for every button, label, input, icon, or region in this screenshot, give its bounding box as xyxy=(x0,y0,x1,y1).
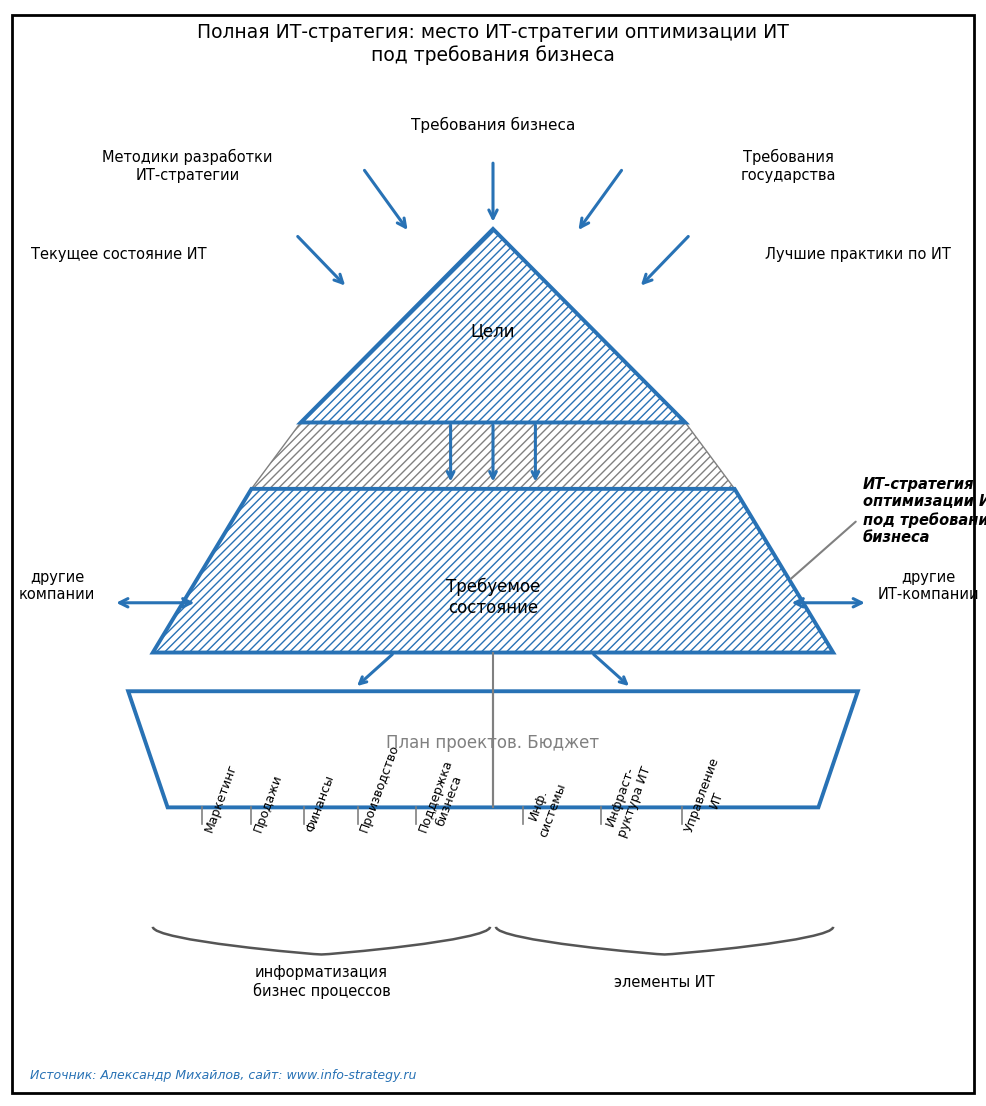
Text: Методики разработки
ИТ-стратегии: Методики разработки ИТ-стратегии xyxy=(103,149,272,182)
Text: Текущее состояние ИТ: Текущее состояние ИТ xyxy=(31,247,206,262)
Text: Требования
государства: Требования государства xyxy=(741,149,836,182)
Text: Лучшие практики по ИТ: Лучшие практики по ИТ xyxy=(765,247,951,262)
Text: Инф.
системы: Инф. системы xyxy=(523,776,568,839)
Text: Финансы: Финансы xyxy=(304,773,336,834)
Polygon shape xyxy=(153,489,833,653)
Text: Требования бизнеса: Требования бизнеса xyxy=(411,116,575,133)
FancyBboxPatch shape xyxy=(12,15,974,1093)
Text: Управление
ИТ: Управление ИТ xyxy=(682,755,736,839)
Text: Полная ИТ-стратегия: место ИТ-стратегии оптимизации ИТ
под требования бизнеса: Полная ИТ-стратегия: место ИТ-стратегии … xyxy=(197,23,789,65)
Text: информатизация
бизнес процессов: информатизация бизнес процессов xyxy=(252,966,390,999)
Polygon shape xyxy=(128,691,858,807)
Text: Продажи: Продажи xyxy=(251,772,284,834)
Text: Поддержка
бизнеса: Поддержка бизнеса xyxy=(416,758,468,839)
Text: Производство: Производство xyxy=(358,742,402,834)
Polygon shape xyxy=(301,229,685,422)
Text: Источник: Александр Михайлов, сайт: www.info-strategy.ru: Источник: Александр Михайлов, сайт: www.… xyxy=(30,1068,416,1082)
Text: Маркетинг: Маркетинг xyxy=(202,762,239,834)
Text: другие
ИТ-компании: другие ИТ-компании xyxy=(878,570,980,603)
Text: План проектов. Бюджет: План проектов. Бюджет xyxy=(387,734,599,752)
Text: элементы ИТ: элементы ИТ xyxy=(614,974,715,990)
Text: Цели: Цели xyxy=(470,323,516,341)
Text: другие
компании: другие компании xyxy=(19,570,96,603)
Text: ИТ-стратегия
оптимизации ИТ
под требования
бизнеса: ИТ-стратегия оптимизации ИТ под требован… xyxy=(863,477,986,545)
Text: Инфраст-
руктура ИТ: Инфраст- руктура ИТ xyxy=(601,760,653,839)
Polygon shape xyxy=(251,422,735,489)
Text: Требуемое
состояние: Требуемое состояние xyxy=(446,577,540,617)
